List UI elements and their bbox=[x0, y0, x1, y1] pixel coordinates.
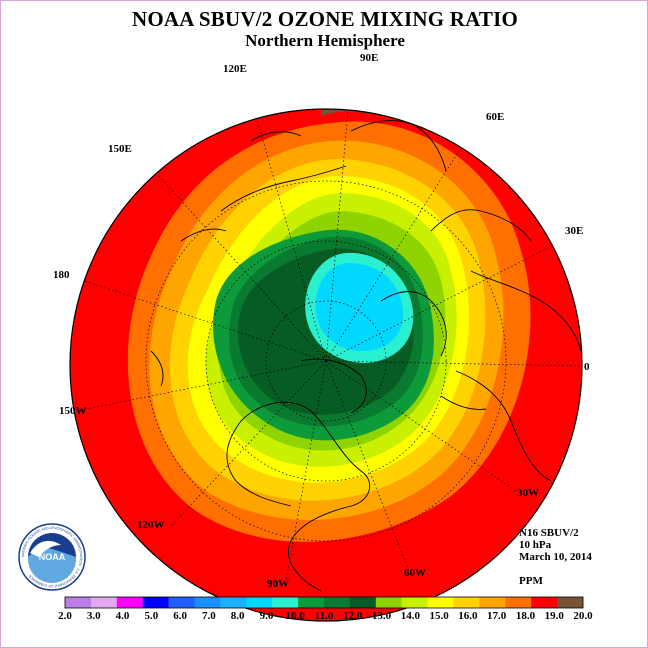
logo-text: NOAA bbox=[39, 552, 66, 562]
lon-label-60e: 60E bbox=[486, 111, 505, 123]
color-bar-tick-label: 7.0 bbox=[202, 610, 216, 622]
color-bar-swatch bbox=[427, 597, 454, 608]
color-bar-swatch bbox=[220, 597, 247, 608]
level-label: 10 hPa bbox=[519, 539, 552, 551]
color-bar-tick-label: 10.0 bbox=[285, 610, 305, 622]
color-bar-tick-label: 16.0 bbox=[458, 610, 478, 622]
color-bar-swatch bbox=[324, 597, 351, 608]
logo-wave bbox=[28, 548, 76, 583]
color-bar-swatch bbox=[401, 597, 428, 608]
color-bar-tick-label: 13.0 bbox=[371, 610, 392, 622]
color-bar-tick-label: 17.0 bbox=[487, 610, 507, 622]
date-label: March 10, 2014 bbox=[519, 551, 592, 563]
color-bar-tick-label: 8.0 bbox=[230, 610, 245, 622]
lon-label-120e: 120E bbox=[223, 63, 247, 75]
lon-label-150e: 150E bbox=[108, 143, 132, 155]
color-bar-tick-label: 4.0 bbox=[115, 610, 130, 622]
color-bar-swatch bbox=[505, 597, 532, 608]
color-bar-tick-label: 18.0 bbox=[515, 610, 536, 622]
page-title: NOAA SBUV/2 OZONE MIXING RATIO bbox=[132, 7, 518, 31]
lon-label-90w: 90W bbox=[267, 578, 289, 590]
color-bar-tick-label: 2.0 bbox=[58, 610, 72, 622]
lon-label-120w: 120W bbox=[137, 519, 165, 531]
color-bar-swatch bbox=[142, 597, 169, 608]
color-bar-tick-label: 11.0 bbox=[314, 610, 334, 622]
map-boundary bbox=[69, 108, 583, 622]
color-bar-tick-label: 3.0 bbox=[86, 610, 101, 622]
lon-label-30e: 30E bbox=[565, 225, 584, 237]
color-bar-tick-label: 14.0 bbox=[400, 610, 420, 622]
lon-label-0: 0 bbox=[584, 361, 590, 373]
color-bar-tick-label: 15.0 bbox=[429, 610, 449, 622]
color-bar-swatch bbox=[272, 597, 299, 608]
color-bar-swatch bbox=[194, 597, 221, 608]
color-bar-swatch bbox=[168, 597, 195, 608]
color-bar-swatch bbox=[65, 597, 92, 608]
color-bar-tick-label: 12.0 bbox=[343, 610, 363, 622]
color-bar-tick-label: 6.0 bbox=[173, 610, 187, 622]
color-bar-swatch bbox=[349, 597, 377, 608]
color-bar-outline bbox=[64, 596, 584, 609]
lon-label-30w: 30W bbox=[517, 487, 539, 499]
lon-label-60w: 60W bbox=[404, 567, 426, 579]
color-bar-swatch bbox=[557, 597, 584, 608]
units-label: PPM bbox=[519, 575, 543, 587]
color-bar-tick-label: 19.0 bbox=[544, 610, 564, 622]
color-bar-tick-label: 9.0 bbox=[259, 610, 274, 622]
color-bar-swatch bbox=[298, 597, 325, 608]
lon-label-90e: 90E bbox=[360, 52, 379, 64]
color-bar-swatch bbox=[453, 597, 480, 608]
coastlines bbox=[150, 120, 582, 592]
color-bar-swatch bbox=[246, 597, 273, 608]
graticule bbox=[70, 109, 582, 582]
color-bar-swatch bbox=[116, 597, 143, 608]
instrument-label: N16 SBUV/2 bbox=[519, 527, 579, 539]
color-bar-swatch bbox=[90, 597, 118, 608]
color-bar-swatch bbox=[531, 597, 558, 608]
color-bar-tick-label: 5.0 bbox=[144, 610, 159, 622]
color-bar-tick-label: 20.0 bbox=[573, 610, 593, 622]
lon-label-180: 180 bbox=[53, 269, 70, 281]
page-subtitle: Northern Hemisphere bbox=[245, 31, 405, 50]
info-block: N16 SBUV/2 10 hPa March 10, 2014 bbox=[519, 527, 592, 563]
logo-bird bbox=[30, 540, 61, 557]
lon-label-150w: 150W bbox=[59, 405, 87, 417]
color-bar-swatch bbox=[375, 597, 402, 608]
noaa-logo: NOAA NATIONAL OCEANIC AND ATMOSPHERIC AD… bbox=[18, 523, 86, 591]
band-light-blue bbox=[315, 263, 404, 351]
color-bar-swatch bbox=[479, 597, 506, 608]
